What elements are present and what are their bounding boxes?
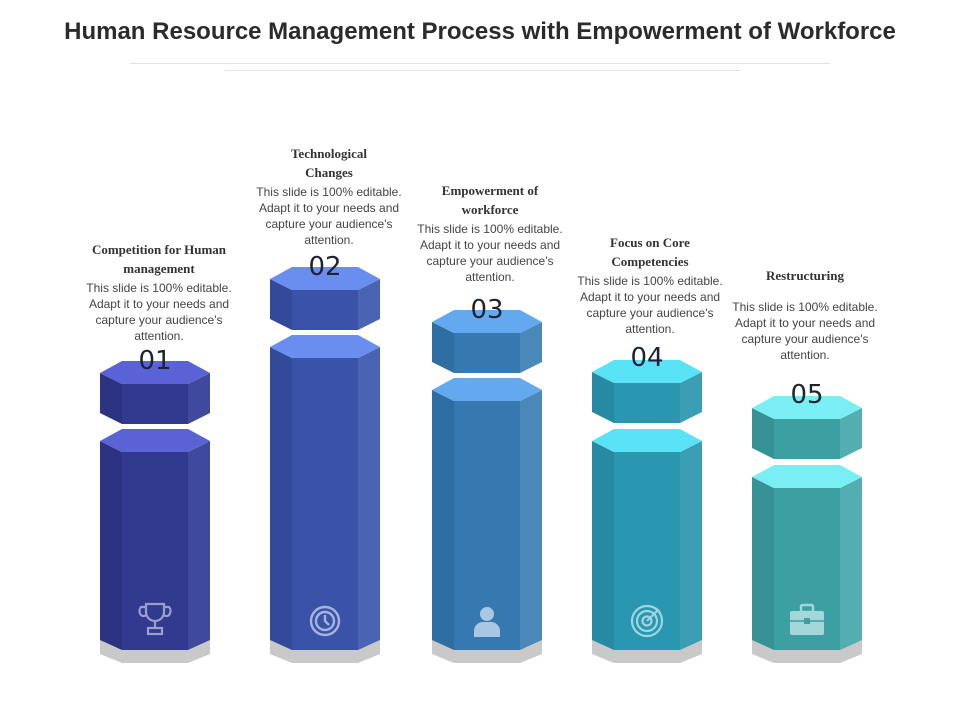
pillar-1-body-left bbox=[100, 441, 122, 650]
step-4-number: 04 bbox=[630, 343, 664, 373]
pillar-3-cap-top bbox=[432, 310, 542, 333]
user-icon bbox=[474, 607, 500, 637]
pillar-4-body-left bbox=[592, 441, 614, 650]
pillar-3-body-front bbox=[454, 401, 520, 650]
step-3-description: This slide is 100% editable. Adapt it to… bbox=[417, 222, 563, 284]
pillar-1 bbox=[100, 361, 210, 663]
step-2-number: 02 bbox=[308, 252, 342, 282]
pillar-1-cap-front bbox=[122, 384, 188, 424]
pillar-5-cap-front bbox=[774, 419, 840, 459]
pillar-3-body-top bbox=[432, 378, 542, 401]
pillar-3-body-left bbox=[432, 390, 454, 650]
step-2-label: Technological Changes This slide is 100%… bbox=[254, 144, 404, 248]
pillar-2-body-left bbox=[270, 347, 292, 650]
pillar-2-cap-front bbox=[292, 290, 358, 330]
pillar-2-body-right bbox=[358, 347, 380, 650]
trophy-icon bbox=[138, 602, 172, 636]
pillar-1-body-top bbox=[100, 429, 210, 452]
pillar-2 bbox=[270, 267, 380, 663]
step-4-heading: Focus on Core Competencies bbox=[610, 235, 690, 269]
step-5-label: Restructuring This slide is 100% editabl… bbox=[730, 266, 880, 363]
pillar-5-body-left bbox=[752, 477, 774, 650]
pillar-4-cap-front bbox=[614, 383, 680, 423]
step-2-heading: Technological Changes bbox=[290, 146, 368, 180]
pillar-5 bbox=[752, 396, 862, 663]
pillar-3-cap-front bbox=[454, 333, 520, 373]
pillar-5-cap-left bbox=[752, 408, 774, 459]
pillar-3 bbox=[432, 310, 542, 663]
step-5-description: This slide is 100% editable. Adapt it to… bbox=[732, 300, 878, 362]
step-4-description: This slide is 100% editable. Adapt it to… bbox=[577, 274, 723, 336]
pillar-2-body-front bbox=[292, 358, 358, 650]
step-2-description: This slide is 100% editable. Adapt it to… bbox=[256, 185, 402, 247]
step-5-number: 05 bbox=[790, 380, 824, 410]
pillar-1-cap-top bbox=[100, 361, 210, 384]
pillar-4-body-top bbox=[592, 429, 702, 452]
step-1-number: 01 bbox=[138, 346, 172, 376]
pillar-2-cap-right bbox=[358, 279, 380, 330]
pillar-4-cap-right bbox=[680, 372, 702, 423]
pillar-4-cap-top bbox=[592, 360, 702, 383]
pillar-2-body-top bbox=[270, 335, 380, 358]
step-3-label: Empowerment of workforce This slide is 1… bbox=[415, 181, 565, 285]
pillar-1-cap-left bbox=[100, 373, 122, 424]
pillar-2-cap-top bbox=[270, 267, 380, 290]
pillar-1-body-right bbox=[188, 441, 210, 650]
pillar-4-cap-left bbox=[592, 372, 614, 423]
pillar-5-cap-top bbox=[752, 396, 862, 419]
pillar-4-body-front bbox=[614, 452, 680, 650]
pillar-5-body-right bbox=[840, 477, 862, 650]
step-3-heading: Empowerment of workforce bbox=[441, 183, 539, 217]
pillar-4 bbox=[592, 360, 702, 663]
step-4-label: Focus on Core Competencies This slide is… bbox=[575, 233, 725, 337]
step-1-heading: Competition for Human management bbox=[91, 242, 227, 276]
target-icon bbox=[630, 604, 664, 638]
pillar-5-body-front bbox=[774, 488, 840, 650]
pillar-3-cap-right bbox=[520, 322, 542, 373]
title-divider-top bbox=[130, 63, 830, 64]
step-1-description: This slide is 100% editable. Adapt it to… bbox=[86, 281, 232, 343]
pillar-5-body-top bbox=[752, 465, 862, 488]
pillar-2-cap-left bbox=[270, 279, 292, 330]
pillar-3-body-right bbox=[520, 390, 542, 650]
step-3-number: 03 bbox=[470, 295, 504, 325]
pillar-1-body-front bbox=[122, 452, 188, 650]
step-5-heading: Restructuring bbox=[766, 268, 844, 283]
briefcase-icon bbox=[790, 603, 824, 635]
clock-icon bbox=[309, 605, 341, 637]
page-title: Human Resource Management Process with E… bbox=[64, 18, 896, 45]
step-1-label: Competition for Human management This sl… bbox=[84, 240, 234, 344]
title-divider-bottom bbox=[225, 70, 740, 71]
pillar-4-body-right bbox=[680, 441, 702, 650]
pillar-1-cap-right bbox=[188, 373, 210, 424]
pillar-3-cap-left bbox=[432, 322, 454, 373]
pillar-5-cap-right bbox=[840, 408, 862, 459]
